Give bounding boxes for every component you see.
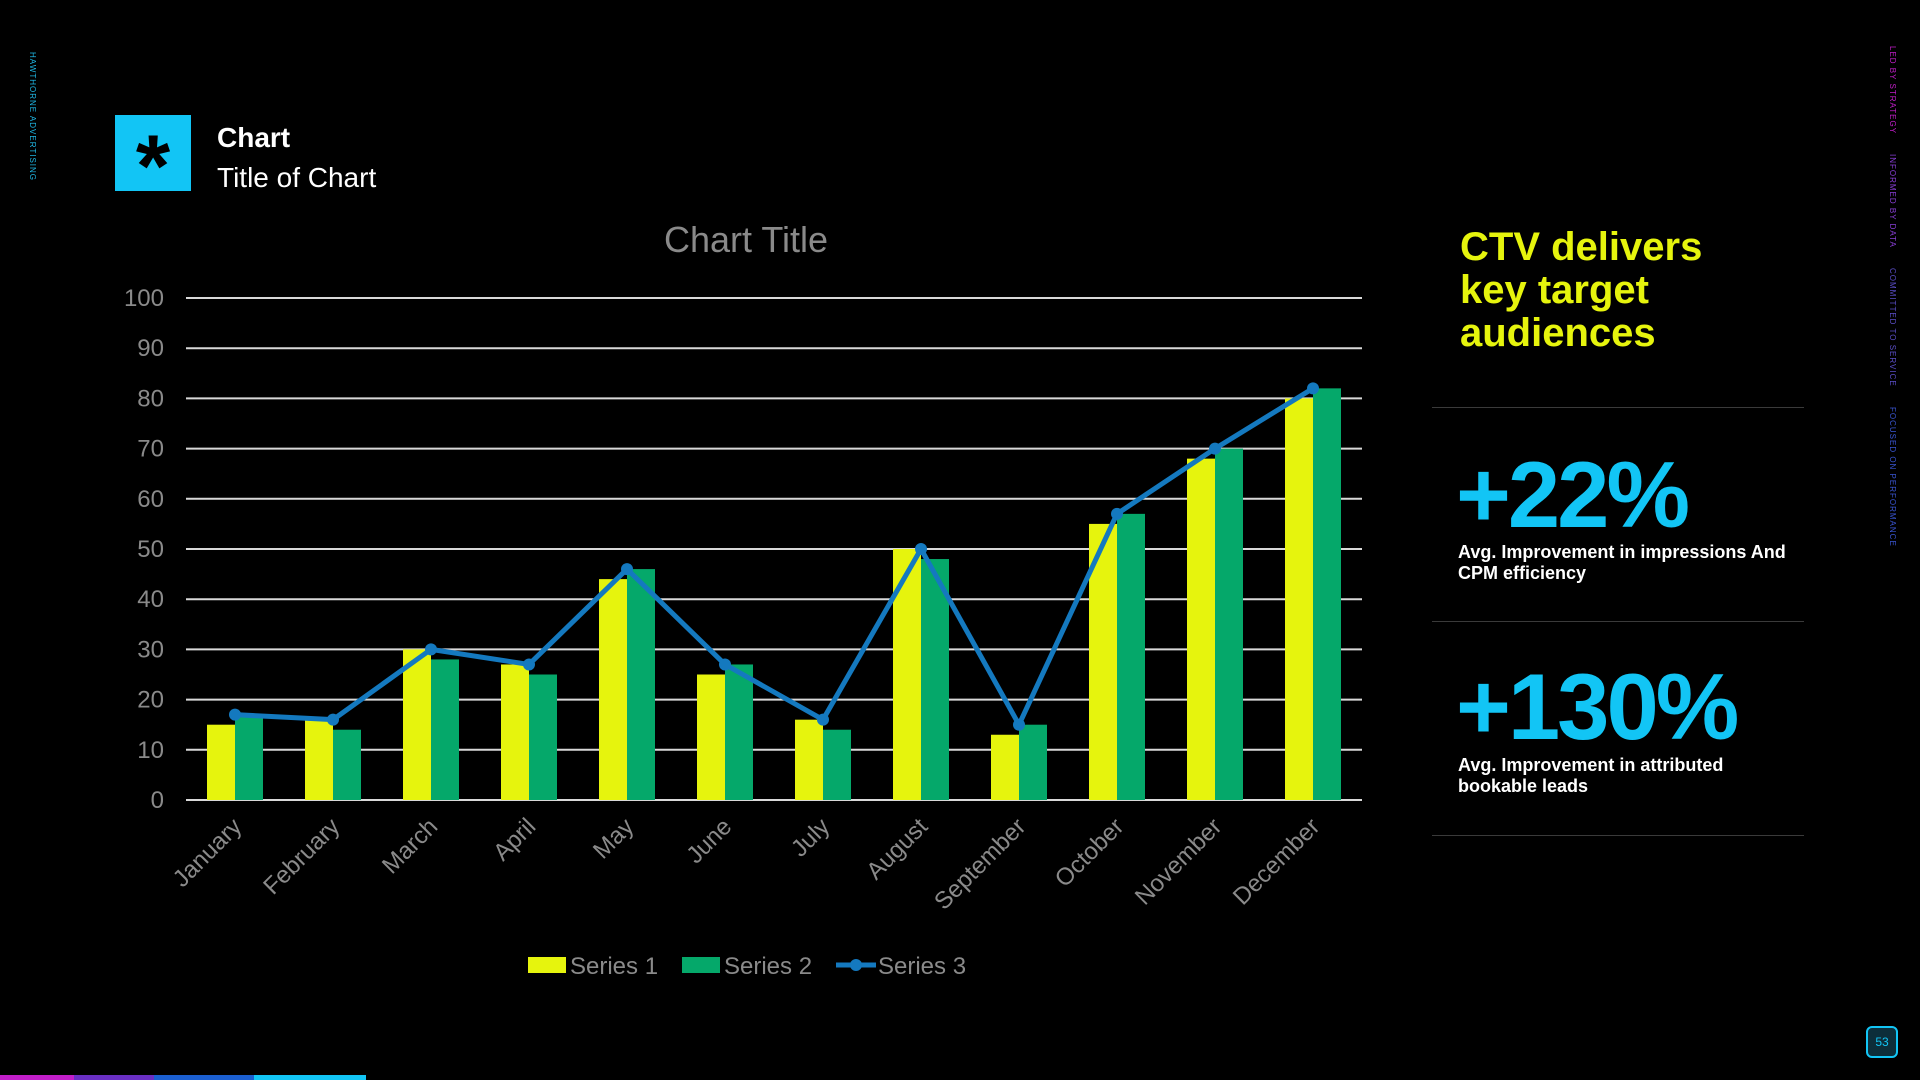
stat-description: Avg. Improvement in impressions And CPM … [1458, 542, 1786, 583]
y-tick-label: 80 [137, 385, 164, 412]
x-tick-label: April [488, 813, 541, 866]
brand-side-text: HAWTHORNE ADVERTISING [28, 52, 37, 182]
chart-title: Chart Title [664, 220, 828, 260]
line-point [1111, 507, 1123, 520]
x-tick-label: February [258, 813, 345, 900]
y-tick-label: 0 [151, 787, 164, 814]
y-tick-label: 100 [124, 285, 164, 312]
x-tick-label: October [1050, 813, 1129, 892]
divider [1432, 835, 1804, 836]
line-point [1209, 442, 1221, 455]
page-subtitle: Title of Chart [217, 162, 377, 193]
line-point [1013, 718, 1025, 731]
x-tick-label: January [168, 813, 247, 892]
y-tick-label: 30 [137, 636, 164, 663]
line-point [425, 643, 437, 656]
y-tick-label: 60 [137, 486, 164, 513]
page-number: 53 [1866, 1026, 1898, 1058]
y-tick-label: 40 [137, 586, 164, 613]
bar [529, 674, 557, 800]
stat-value: +22% [1456, 442, 1690, 547]
bar [627, 569, 655, 800]
legend-label: Series 1 [570, 953, 658, 980]
asterisk-icon: * [115, 115, 191, 210]
line-point [229, 708, 241, 721]
x-tick-label: June [681, 813, 737, 869]
bar [305, 719, 333, 800]
bar [921, 559, 949, 800]
bar [431, 659, 459, 800]
legend-label: Series 3 [878, 953, 966, 980]
line-point [1307, 382, 1319, 395]
side-labels: LED BY STRATEGY INFORMED BY DATA COMMITT… [1888, 46, 1897, 546]
page-title: Chart [217, 122, 291, 153]
series-line [234, 386, 1315, 728]
combo-chart: Chart Title 0 10 20 30 40 50 60 70 80 90 100 Janua… [124, 220, 1362, 980]
divider [1432, 407, 1804, 408]
y-tick-label: 90 [137, 335, 164, 362]
legend-swatch [528, 957, 566, 973]
legend-swatch-marker [850, 959, 862, 971]
bar [795, 719, 823, 800]
bar [991, 734, 1019, 800]
line-point [523, 658, 535, 671]
bar [1313, 388, 1341, 800]
bar [1019, 724, 1047, 800]
bar [333, 729, 361, 800]
bar [1215, 448, 1243, 800]
bar [599, 579, 627, 800]
legend-label: Series 2 [724, 953, 812, 980]
stat-description: Avg. Improvement in attributed bookable … [1458, 755, 1724, 796]
legend-swatch [682, 957, 720, 973]
bar [501, 664, 529, 800]
line-point [915, 543, 927, 555]
headline: CTV delivers key target audiences [1460, 225, 1703, 355]
bar [725, 664, 753, 800]
bar [823, 729, 851, 800]
x-tick-label: May [588, 813, 639, 864]
x-tick-label: March [377, 813, 443, 879]
x-tick-label: September [929, 813, 1031, 915]
side-label: INFORMED BY DATA [1888, 154, 1897, 248]
line-point [621, 563, 633, 576]
bottom-accent-bar [0, 1075, 366, 1080]
bar [207, 724, 235, 800]
x-tick-label: July [786, 813, 835, 862]
y-tick-label: 10 [137, 737, 164, 764]
bar [1117, 513, 1145, 800]
side-label: LED BY STRATEGY [1888, 46, 1897, 135]
bar [697, 674, 725, 800]
x-tick-label: November [1130, 813, 1227, 910]
side-label: FOCUSED ON PERFORMANCE [1888, 406, 1897, 547]
y-tick-label: 20 [137, 687, 164, 714]
y-tick-label: 50 [137, 536, 164, 563]
y-tick-label: 70 [137, 436, 164, 463]
line-point [719, 658, 731, 671]
x-tick-label: December [1228, 813, 1325, 910]
x-tick-label: August [861, 813, 933, 885]
bar [1187, 458, 1215, 800]
line-point [327, 713, 339, 726]
side-label: COMMITTED TO SERVICE [1888, 267, 1897, 387]
stat-value: +130% [1456, 654, 1739, 759]
line-point [817, 713, 829, 726]
bar [1285, 398, 1313, 800]
divider [1432, 621, 1804, 622]
bar [235, 714, 263, 800]
bar [403, 649, 431, 800]
